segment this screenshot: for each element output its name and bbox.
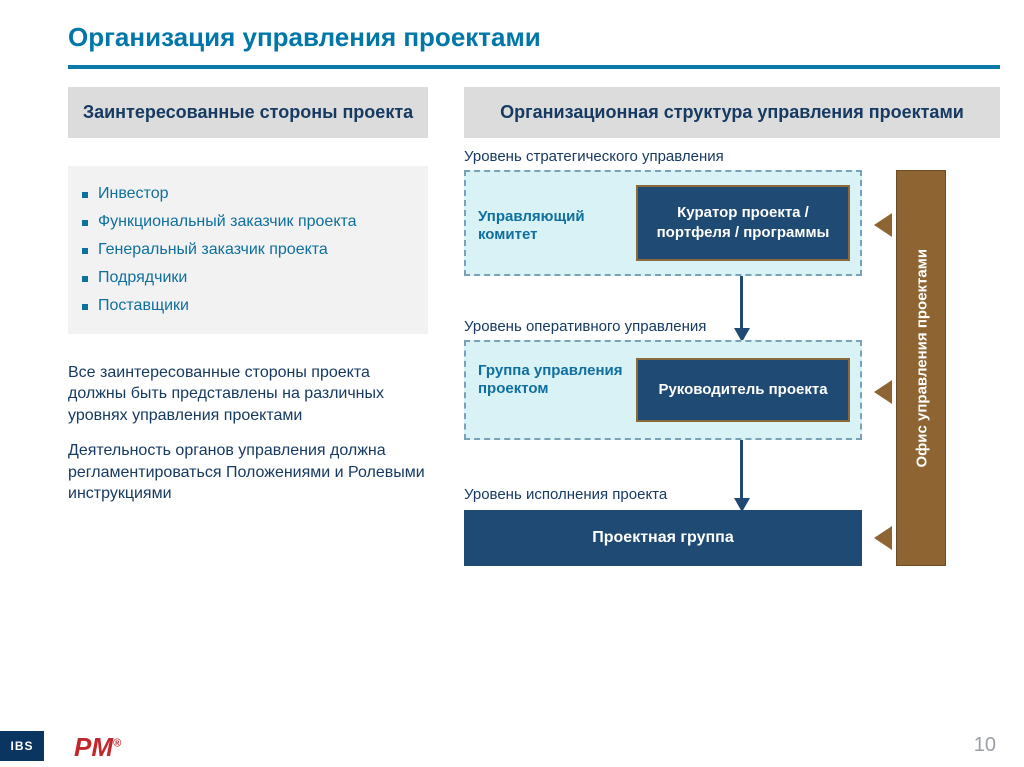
- left-header: Заинтересованные стороны проекта: [68, 87, 428, 138]
- pmo-sidebar: Офис управления проектами: [896, 170, 946, 566]
- pmo-sidebar-label: Офис управления проектами: [914, 267, 931, 467]
- left-column: Заинтересованные стороны проекта Инвесто…: [68, 87, 428, 668]
- org-diagram: Уровень стратегического управления Управ…: [464, 148, 1000, 668]
- list-item: Инвестор: [82, 180, 414, 208]
- level1-box: Управляющий комитет Куратор проекта / по…: [464, 170, 862, 276]
- list-item: Поставщики: [82, 292, 414, 320]
- triangle-icon: [874, 526, 892, 550]
- pm-logo: PM®: [74, 732, 121, 763]
- slide-title: Организация управления проектами: [0, 0, 1024, 65]
- stakeholder-list: Инвестор Функциональный заказчик проекта…: [68, 166, 428, 334]
- triangle-icon: [874, 213, 892, 237]
- paragraph-1: Все заинтересованные стороны проекта дол…: [68, 362, 428, 427]
- level2-label: Уровень оперативного управления: [464, 318, 706, 335]
- pm-logo-tm: ®: [113, 737, 121, 749]
- paragraph-2: Деятельность органов управления должна р…: [68, 440, 428, 505]
- level2-box: Группа управления проектом Руководитель …: [464, 340, 862, 440]
- list-item: Подрядчики: [82, 264, 414, 292]
- level1-box-text: Управляющий комитет: [478, 208, 628, 246]
- pm-logo-text: PM: [74, 732, 113, 762]
- list-item: Функциональный заказчик проекта: [82, 208, 414, 236]
- right-column: Организационная структура управления про…: [464, 87, 1000, 668]
- footer: IBS PM® 10: [0, 719, 1024, 767]
- ibs-badge: IBS: [0, 731, 44, 761]
- page-number: 10: [974, 734, 996, 757]
- title-rule: [68, 65, 1000, 69]
- level2-box-text: Группа управления проектом: [478, 362, 628, 400]
- level3-box: Проектная группа: [464, 510, 862, 566]
- list-item: Генеральный заказчик проекта: [82, 236, 414, 264]
- right-header: Организационная структура управления про…: [464, 87, 1000, 138]
- level1-inner-box: Куратор проекта / портфеля / программы: [636, 185, 850, 261]
- level2-inner-box: Руководитель проекта: [636, 358, 850, 422]
- level3-label: Уровень исполнения проекта: [464, 486, 667, 503]
- triangle-icon: [874, 380, 892, 404]
- level1-label: Уровень стратегического управления: [464, 148, 724, 165]
